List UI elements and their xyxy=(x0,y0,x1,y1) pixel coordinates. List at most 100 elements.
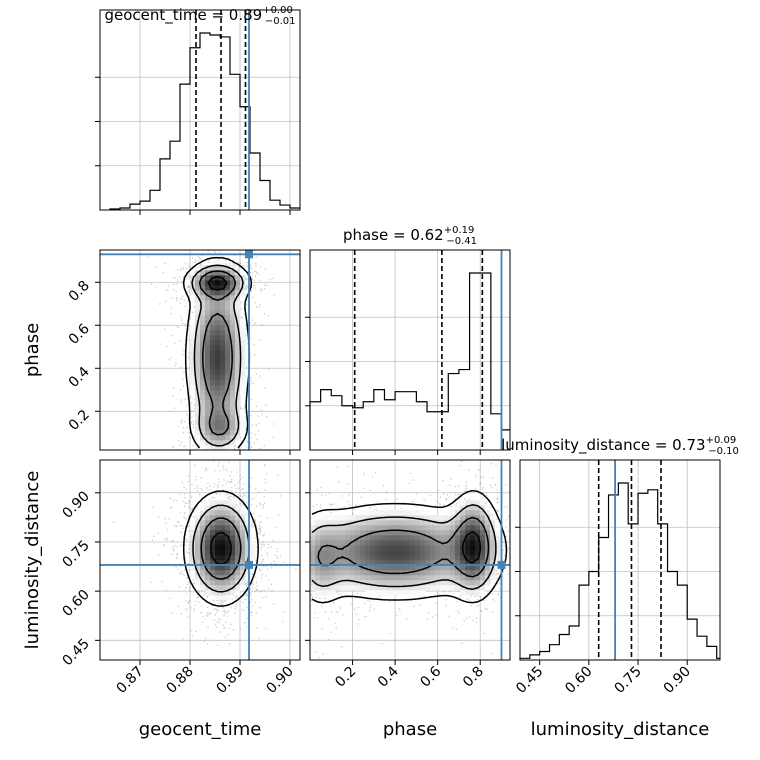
density-cell xyxy=(205,585,211,591)
density-cell xyxy=(440,530,446,536)
histogram-geocent_time xyxy=(109,32,300,210)
density-cell xyxy=(430,535,436,541)
density-cell xyxy=(350,540,356,546)
density-cell xyxy=(325,540,331,546)
density-cell xyxy=(235,435,241,441)
density-cell xyxy=(195,345,201,351)
density-cell xyxy=(445,510,451,516)
density-cell xyxy=(370,510,376,516)
density-cell xyxy=(215,595,221,601)
density-cell xyxy=(405,580,411,586)
density-cell xyxy=(400,545,406,551)
density-cell xyxy=(440,515,446,521)
density-cell xyxy=(475,560,481,566)
density-cell xyxy=(350,550,356,556)
density-cell xyxy=(430,530,436,536)
density-cell xyxy=(490,560,496,566)
density-cell xyxy=(220,360,226,366)
density-cell xyxy=(325,580,331,586)
density-cell xyxy=(310,565,316,571)
density-cell xyxy=(470,535,476,541)
density-cell xyxy=(205,570,211,576)
density-cell xyxy=(340,585,346,591)
density-cell xyxy=(190,340,196,346)
density-cell xyxy=(195,285,201,291)
density-cell xyxy=(480,575,486,581)
density-cell xyxy=(195,530,201,536)
density-cell xyxy=(395,550,401,556)
density-cell xyxy=(210,385,216,391)
density-cell xyxy=(205,415,211,421)
density-cell xyxy=(215,375,221,381)
density-cell xyxy=(225,295,231,301)
density-cell xyxy=(225,510,231,516)
density-cell xyxy=(210,595,216,601)
truth-marker xyxy=(497,560,506,569)
density-cell xyxy=(225,545,231,551)
density-cell xyxy=(225,350,231,356)
density-cell xyxy=(460,525,466,531)
density-cell xyxy=(420,570,426,576)
density-cell xyxy=(450,520,456,526)
density-cell xyxy=(355,530,361,536)
density-cell xyxy=(470,555,476,561)
title-luminosity_distance: luminosity_distance = 0.73+0.09 −0.10 xyxy=(501,435,739,457)
density-cell xyxy=(215,400,221,406)
density-cell xyxy=(330,535,336,541)
density-cell xyxy=(490,570,496,576)
density-cell xyxy=(390,585,396,591)
x-tick-label: 0.88 xyxy=(163,664,196,697)
density-cell xyxy=(375,535,381,541)
density-cell xyxy=(335,540,341,546)
density-cell xyxy=(230,295,236,301)
density-cell xyxy=(210,535,216,541)
density-cell xyxy=(235,345,241,351)
density-cell xyxy=(230,435,236,441)
density-cell xyxy=(190,270,196,276)
density-cell xyxy=(435,580,441,586)
density-cell xyxy=(400,510,406,516)
density-cell xyxy=(435,535,441,541)
density-cell xyxy=(450,555,456,561)
density-cell xyxy=(205,525,211,531)
density-cell xyxy=(240,530,246,536)
contour-line xyxy=(200,517,242,580)
density-cell xyxy=(415,565,421,571)
density-cell xyxy=(380,550,386,556)
density-cell xyxy=(195,325,201,331)
density-cell xyxy=(355,545,361,551)
density-cell xyxy=(455,580,461,586)
density-cell xyxy=(235,575,241,581)
density-cell xyxy=(195,580,201,586)
density-cell xyxy=(470,580,476,586)
density-cell xyxy=(195,540,201,546)
density-cell xyxy=(195,520,201,526)
density-cell xyxy=(215,575,221,581)
y-tick-label: 0.4 xyxy=(66,364,93,391)
density-cell xyxy=(415,525,421,531)
density-cell xyxy=(410,535,416,541)
density-cell xyxy=(225,540,231,546)
density-cell xyxy=(485,560,491,566)
density-cell xyxy=(220,520,226,526)
density-cell xyxy=(225,360,231,366)
density-cell xyxy=(220,280,226,286)
density-cell xyxy=(440,560,446,566)
density-cell xyxy=(390,560,396,566)
density-cell xyxy=(190,325,196,331)
density-cell xyxy=(455,535,461,541)
density-cell xyxy=(230,535,236,541)
density-cell xyxy=(190,330,196,336)
density-cell xyxy=(205,515,211,521)
density-cell xyxy=(235,285,241,291)
density-cell xyxy=(380,565,386,571)
density-cell xyxy=(210,265,216,271)
density-cell xyxy=(225,275,231,281)
density-cell xyxy=(230,420,236,426)
density-cell xyxy=(225,585,231,591)
density-cell xyxy=(220,340,226,346)
density-cell xyxy=(240,570,246,576)
density-cell xyxy=(225,390,231,396)
density-cell xyxy=(230,285,236,291)
density-cell xyxy=(195,275,201,281)
